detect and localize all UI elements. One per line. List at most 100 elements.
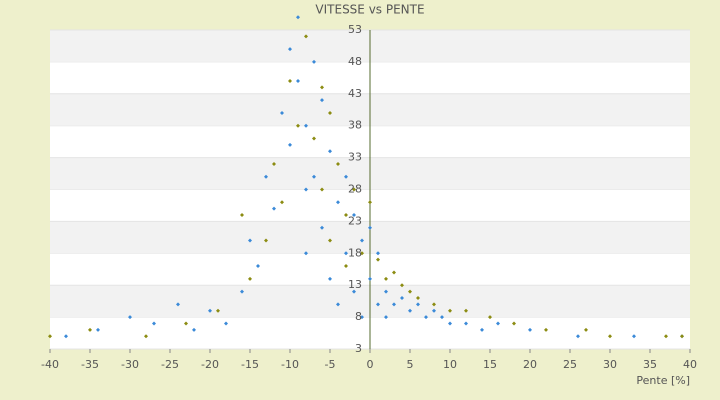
point (488, 315, 492, 320)
point (440, 315, 444, 320)
y-tick-label: 28 (348, 183, 362, 196)
point (408, 289, 412, 294)
x-tick-label: -25 (161, 358, 179, 371)
point (368, 276, 372, 281)
point (424, 315, 428, 320)
point (304, 123, 308, 128)
point (320, 187, 324, 192)
point (296, 123, 300, 128)
point (128, 315, 132, 320)
point (528, 327, 532, 332)
y-tick-label: 8 (355, 310, 362, 323)
point (248, 238, 252, 243)
point (360, 315, 364, 320)
point (304, 34, 308, 39)
point (64, 334, 68, 339)
point (464, 308, 468, 313)
point (416, 302, 420, 307)
point (48, 334, 52, 339)
x-tick-label: 35 (643, 358, 657, 371)
point (328, 276, 332, 281)
point (320, 225, 324, 230)
point (328, 110, 332, 115)
point (392, 270, 396, 275)
point (336, 161, 340, 166)
point (304, 187, 308, 192)
point (352, 187, 356, 192)
point (376, 251, 380, 256)
point (480, 327, 484, 332)
y-tick-label: 3 (355, 342, 362, 355)
point (496, 321, 500, 326)
x-tick-label: 25 (563, 358, 577, 371)
point (88, 327, 92, 332)
point (176, 302, 180, 307)
point (296, 15, 300, 20)
point (360, 251, 364, 256)
point (336, 302, 340, 307)
point (384, 315, 388, 320)
point (288, 47, 292, 52)
x-tick-label: -20 (201, 358, 219, 371)
point (288, 142, 292, 147)
point (336, 200, 340, 205)
point (608, 334, 612, 339)
point (272, 161, 276, 166)
point (328, 149, 332, 154)
point (312, 136, 316, 141)
y-tick-label: 18 (348, 246, 362, 259)
point (352, 213, 356, 218)
point (264, 174, 268, 179)
point (584, 327, 588, 332)
x-tick-label: 5 (407, 358, 414, 371)
y-tick-label: 38 (348, 119, 362, 132)
x-tick-label: -5 (325, 358, 336, 371)
point (632, 334, 636, 339)
y-tick-label: 33 (348, 151, 362, 164)
point (296, 79, 300, 84)
point (448, 321, 452, 326)
point (272, 206, 276, 211)
point (464, 321, 468, 326)
y-tick-label: 53 (348, 23, 362, 36)
point (208, 308, 212, 313)
point (320, 98, 324, 103)
point (664, 334, 668, 339)
point (576, 334, 580, 339)
point (240, 289, 244, 294)
y-tick-label: 23 (348, 214, 362, 227)
point (512, 321, 516, 326)
x-tick-label: -30 (121, 358, 139, 371)
x-tick-label: 0 (367, 358, 374, 371)
point (344, 213, 348, 218)
point (248, 276, 252, 281)
point (352, 289, 356, 294)
point (240, 213, 244, 218)
x-tick-label: 20 (523, 358, 537, 371)
point (400, 283, 404, 288)
point (152, 321, 156, 326)
point (264, 238, 268, 243)
point (344, 174, 348, 179)
point (368, 200, 372, 205)
point (144, 334, 148, 339)
point (432, 308, 436, 313)
point (360, 238, 364, 243)
point (432, 302, 436, 307)
point (344, 264, 348, 269)
point (96, 327, 100, 332)
point (384, 289, 388, 294)
x-tick-label: 40 (683, 358, 697, 371)
point (416, 295, 420, 300)
point (392, 302, 396, 307)
point (448, 308, 452, 313)
x-axis-label: Pente [%] (636, 374, 690, 387)
point (368, 225, 372, 230)
x-tick-label: 10 (443, 358, 457, 371)
point (544, 327, 548, 332)
point (216, 308, 220, 313)
point (320, 85, 324, 90)
y-tick-label: 48 (348, 55, 362, 68)
point (376, 302, 380, 307)
